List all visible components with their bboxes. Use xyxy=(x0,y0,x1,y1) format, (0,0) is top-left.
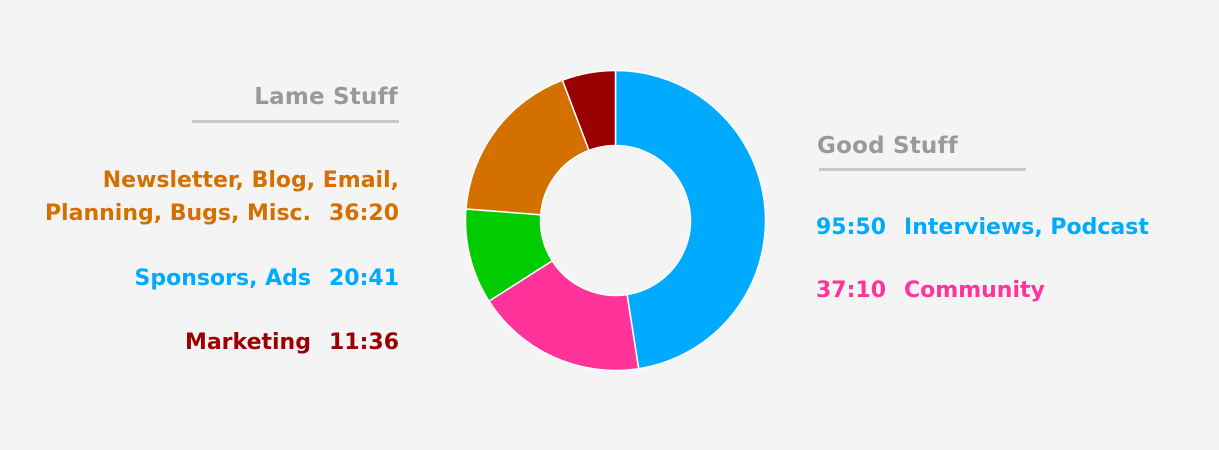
legend-entry-marketing: Marketing 11:36 xyxy=(185,326,399,359)
lame-stuff-divider xyxy=(192,120,399,123)
legend-entry-label: Community xyxy=(904,278,1045,303)
donut-slice-11-36 xyxy=(561,69,617,152)
legend-entry-label: Newsletter, Blog, Email, xyxy=(102,168,399,193)
legend-entry-sponsors: Sponsors, Ads 20:41 xyxy=(135,262,399,295)
legend-entry-time: 36:20 xyxy=(328,201,399,226)
good-stuff-panel: Good Stuff 95:50 Interviews, Podcast 37:1… xyxy=(816,0,1219,450)
legend-entry-time: 11:36 xyxy=(328,330,399,355)
donut-chart xyxy=(464,69,767,372)
good-stuff-divider xyxy=(819,168,1026,171)
good-stuff-heading: Good Stuff xyxy=(817,133,958,159)
legend-entry-label: Sponsors, Ads xyxy=(134,266,311,291)
legend-entry-time: 95:50 xyxy=(816,215,887,240)
donut-slice-95-50 xyxy=(614,69,767,370)
legend-entry-time: 20:41 xyxy=(328,266,399,291)
legend-entry-newsletter: Newsletter, Blog, Email, Planning, Bugs,… xyxy=(45,164,399,230)
legend-entry-community: 37:10 Community xyxy=(816,274,1045,307)
legend-entry-label: Interviews, Podcast xyxy=(904,215,1149,240)
donut-slice-36-20 xyxy=(465,79,590,216)
lame-stuff-panel: Lame Stuff Newsletter, Blog, Email, Plan… xyxy=(0,0,399,450)
donut-slice-37-10 xyxy=(488,260,640,372)
legend-entry-label: Marketing xyxy=(184,330,311,355)
legend-entry-label: Planning, Bugs, Misc. xyxy=(44,201,311,226)
legend-entry-interviews: 95:50 Interviews, Podcast xyxy=(816,211,1149,244)
legend-entry-time: 37:10 xyxy=(816,278,887,303)
lame-stuff-heading: Lame Stuff xyxy=(254,84,398,110)
